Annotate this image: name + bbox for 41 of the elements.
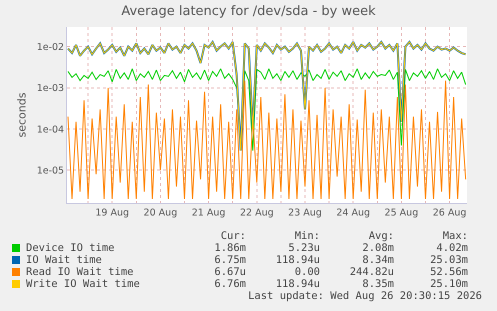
text: Cur:: [220, 230, 246, 242]
x-tick-label: 21 Aug: [192, 207, 226, 218]
x-tick-label: 25 Aug: [384, 207, 418, 218]
x-tick-label: 24 Aug: [336, 207, 370, 218]
line-series: [68, 80, 466, 200]
text: Avg:: [368, 230, 394, 242]
legend-label: Read IO Wait time: [25, 266, 134, 278]
text: 8.34m: [361, 254, 394, 266]
legend-label: Device IO time: [25, 242, 116, 254]
text: 1.86m: [213, 242, 246, 254]
y-tick-label: 1e-05: [36, 166, 64, 177]
text: 25.03m: [429, 254, 468, 266]
chart-title: Average latency for /dev/sda - by week: [121, 4, 376, 19]
text: 118.94u: [274, 254, 320, 266]
x-tick-label: 22 Aug: [240, 207, 274, 218]
text: Last update: Wed Aug 26 20:30:15 2026: [247, 290, 483, 302]
text: 5.23u: [287, 242, 320, 254]
text: 8.35m: [361, 278, 394, 290]
text: 6.75m: [213, 254, 246, 266]
y-axis-title: seconds: [15, 92, 28, 138]
x-tick-label: 26 Aug: [432, 207, 466, 218]
y-tick-label: 1e-02: [36, 42, 64, 53]
text: 0.00: [294, 266, 320, 278]
text: 6.76m: [213, 278, 246, 290]
text: 118.94u: [274, 278, 320, 290]
text: 52.56m: [429, 266, 468, 278]
x-tick-label: 20 Aug: [144, 207, 178, 218]
text: 4.02m: [435, 242, 468, 254]
x-tick-label: 23 Aug: [288, 207, 322, 218]
text: 6.67u: [213, 266, 246, 278]
line-series: [68, 68, 466, 152]
text: 2.08m: [361, 242, 394, 254]
text: 25.10m: [429, 278, 468, 290]
legend-label: IO Wait time: [25, 254, 103, 266]
y-tick-label: 1e-03: [36, 83, 64, 94]
legend-label: Write IO Wait time: [25, 278, 141, 290]
text: Min:: [294, 230, 320, 242]
text: Max:: [442, 230, 468, 242]
x-tick-label: 19 Aug: [95, 207, 130, 218]
text: 244.82u: [348, 266, 394, 278]
y-tick-label: 1e-04: [36, 124, 64, 136]
